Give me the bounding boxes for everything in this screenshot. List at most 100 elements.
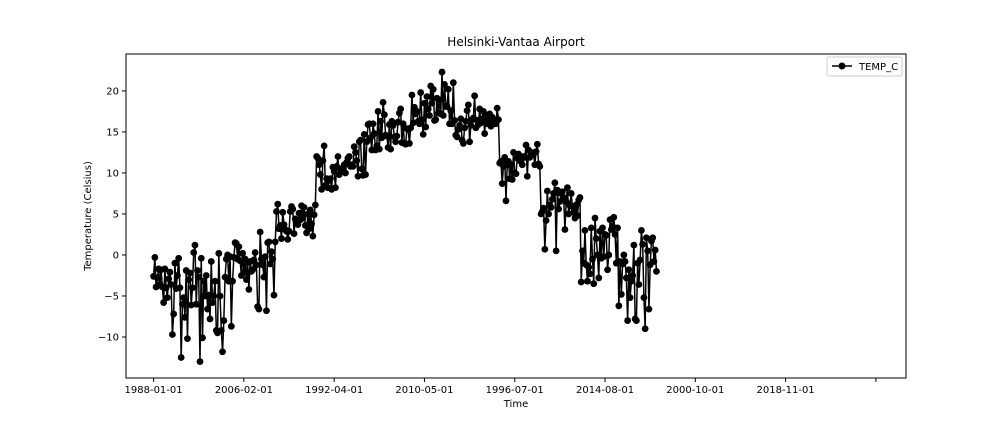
data-point <box>229 277 236 285</box>
data-point <box>196 358 204 365</box>
data-point <box>456 121 463 129</box>
data-point <box>268 248 275 256</box>
data-point <box>428 99 436 107</box>
data-point <box>635 281 643 288</box>
data-point <box>219 348 226 356</box>
data-point <box>605 251 613 259</box>
data-point <box>353 157 361 165</box>
data-point <box>541 245 549 253</box>
data-point <box>576 194 584 201</box>
data-point <box>278 235 285 242</box>
data-point <box>192 300 200 308</box>
data-point <box>249 266 257 274</box>
data-point <box>389 121 397 129</box>
data-point <box>498 180 506 188</box>
data-point <box>345 153 353 160</box>
data-point <box>253 261 260 269</box>
data-point <box>444 85 452 93</box>
data-point <box>512 170 520 178</box>
data-point <box>421 99 428 107</box>
data-point <box>451 117 458 124</box>
data-point <box>195 273 203 281</box>
data-point <box>362 171 369 178</box>
data-point <box>432 116 440 124</box>
data-point <box>342 169 349 177</box>
data-point <box>586 270 594 278</box>
data-point <box>555 205 563 213</box>
data-point <box>636 256 644 264</box>
data-point <box>163 294 171 302</box>
data-point <box>585 263 593 271</box>
data-point <box>308 220 315 228</box>
data-point <box>354 172 362 180</box>
y-axis: −10 −5 0 5 10 15 20 <box>98 86 126 343</box>
data-point <box>202 272 210 279</box>
data-point <box>284 235 292 243</box>
data-point <box>441 80 448 88</box>
data-point <box>169 331 176 338</box>
data-point <box>547 203 555 211</box>
data-point <box>380 111 388 119</box>
data-point <box>190 249 198 256</box>
data-point <box>374 108 382 115</box>
data-point <box>260 273 268 281</box>
data-point <box>209 299 216 306</box>
data-point <box>184 335 191 343</box>
data-point <box>186 269 194 277</box>
data-point <box>461 124 468 132</box>
data-point <box>235 243 243 251</box>
x-tick-label: 2010-05-01 <box>395 385 453 396</box>
data-point <box>306 206 314 214</box>
data-point <box>602 231 610 239</box>
data-point <box>645 305 653 313</box>
data-point <box>185 276 193 283</box>
data-point <box>611 231 619 238</box>
data-point <box>426 112 433 119</box>
data-point <box>604 266 611 274</box>
data-point <box>632 317 640 324</box>
x-tick-label: 1992-04-01 <box>305 385 363 396</box>
data-point <box>259 261 267 269</box>
data-point <box>161 265 169 273</box>
data-point <box>392 138 400 146</box>
data-point <box>641 325 649 333</box>
data-point <box>640 294 648 302</box>
data-point <box>581 226 589 234</box>
data-point <box>263 307 270 315</box>
x-axis-label: Time <box>503 399 528 410</box>
data-point <box>279 208 287 216</box>
data-point <box>406 140 413 147</box>
data-point <box>240 268 248 276</box>
data-point <box>189 284 196 292</box>
data-point <box>357 136 364 144</box>
y-axis-label: Temperature (Celsius) <box>83 161 94 272</box>
data-point <box>463 107 471 114</box>
data-point <box>175 254 183 262</box>
data-point <box>310 211 318 219</box>
data-point <box>561 226 569 233</box>
x-tick-label: 2014-08-01 <box>576 385 634 396</box>
data-point <box>614 224 621 232</box>
data-point <box>653 267 660 275</box>
data-point <box>542 217 550 224</box>
data-point <box>615 302 623 310</box>
data-point <box>270 291 278 299</box>
data-point <box>265 238 273 246</box>
data-point <box>587 224 595 232</box>
data-point <box>559 188 566 196</box>
data-point <box>360 130 368 138</box>
legend-label: TEMP_C <box>858 62 898 73</box>
data-point <box>332 184 339 192</box>
data-point <box>438 68 446 76</box>
data-point <box>314 154 322 162</box>
data-point <box>199 334 206 342</box>
data-point <box>545 210 552 218</box>
data-point <box>630 241 638 249</box>
data-point <box>151 254 159 261</box>
data-point <box>299 214 307 222</box>
data-point <box>350 143 358 151</box>
data-point <box>567 190 575 197</box>
data-point <box>171 259 179 267</box>
data-point <box>349 162 357 170</box>
data-point <box>397 105 405 113</box>
